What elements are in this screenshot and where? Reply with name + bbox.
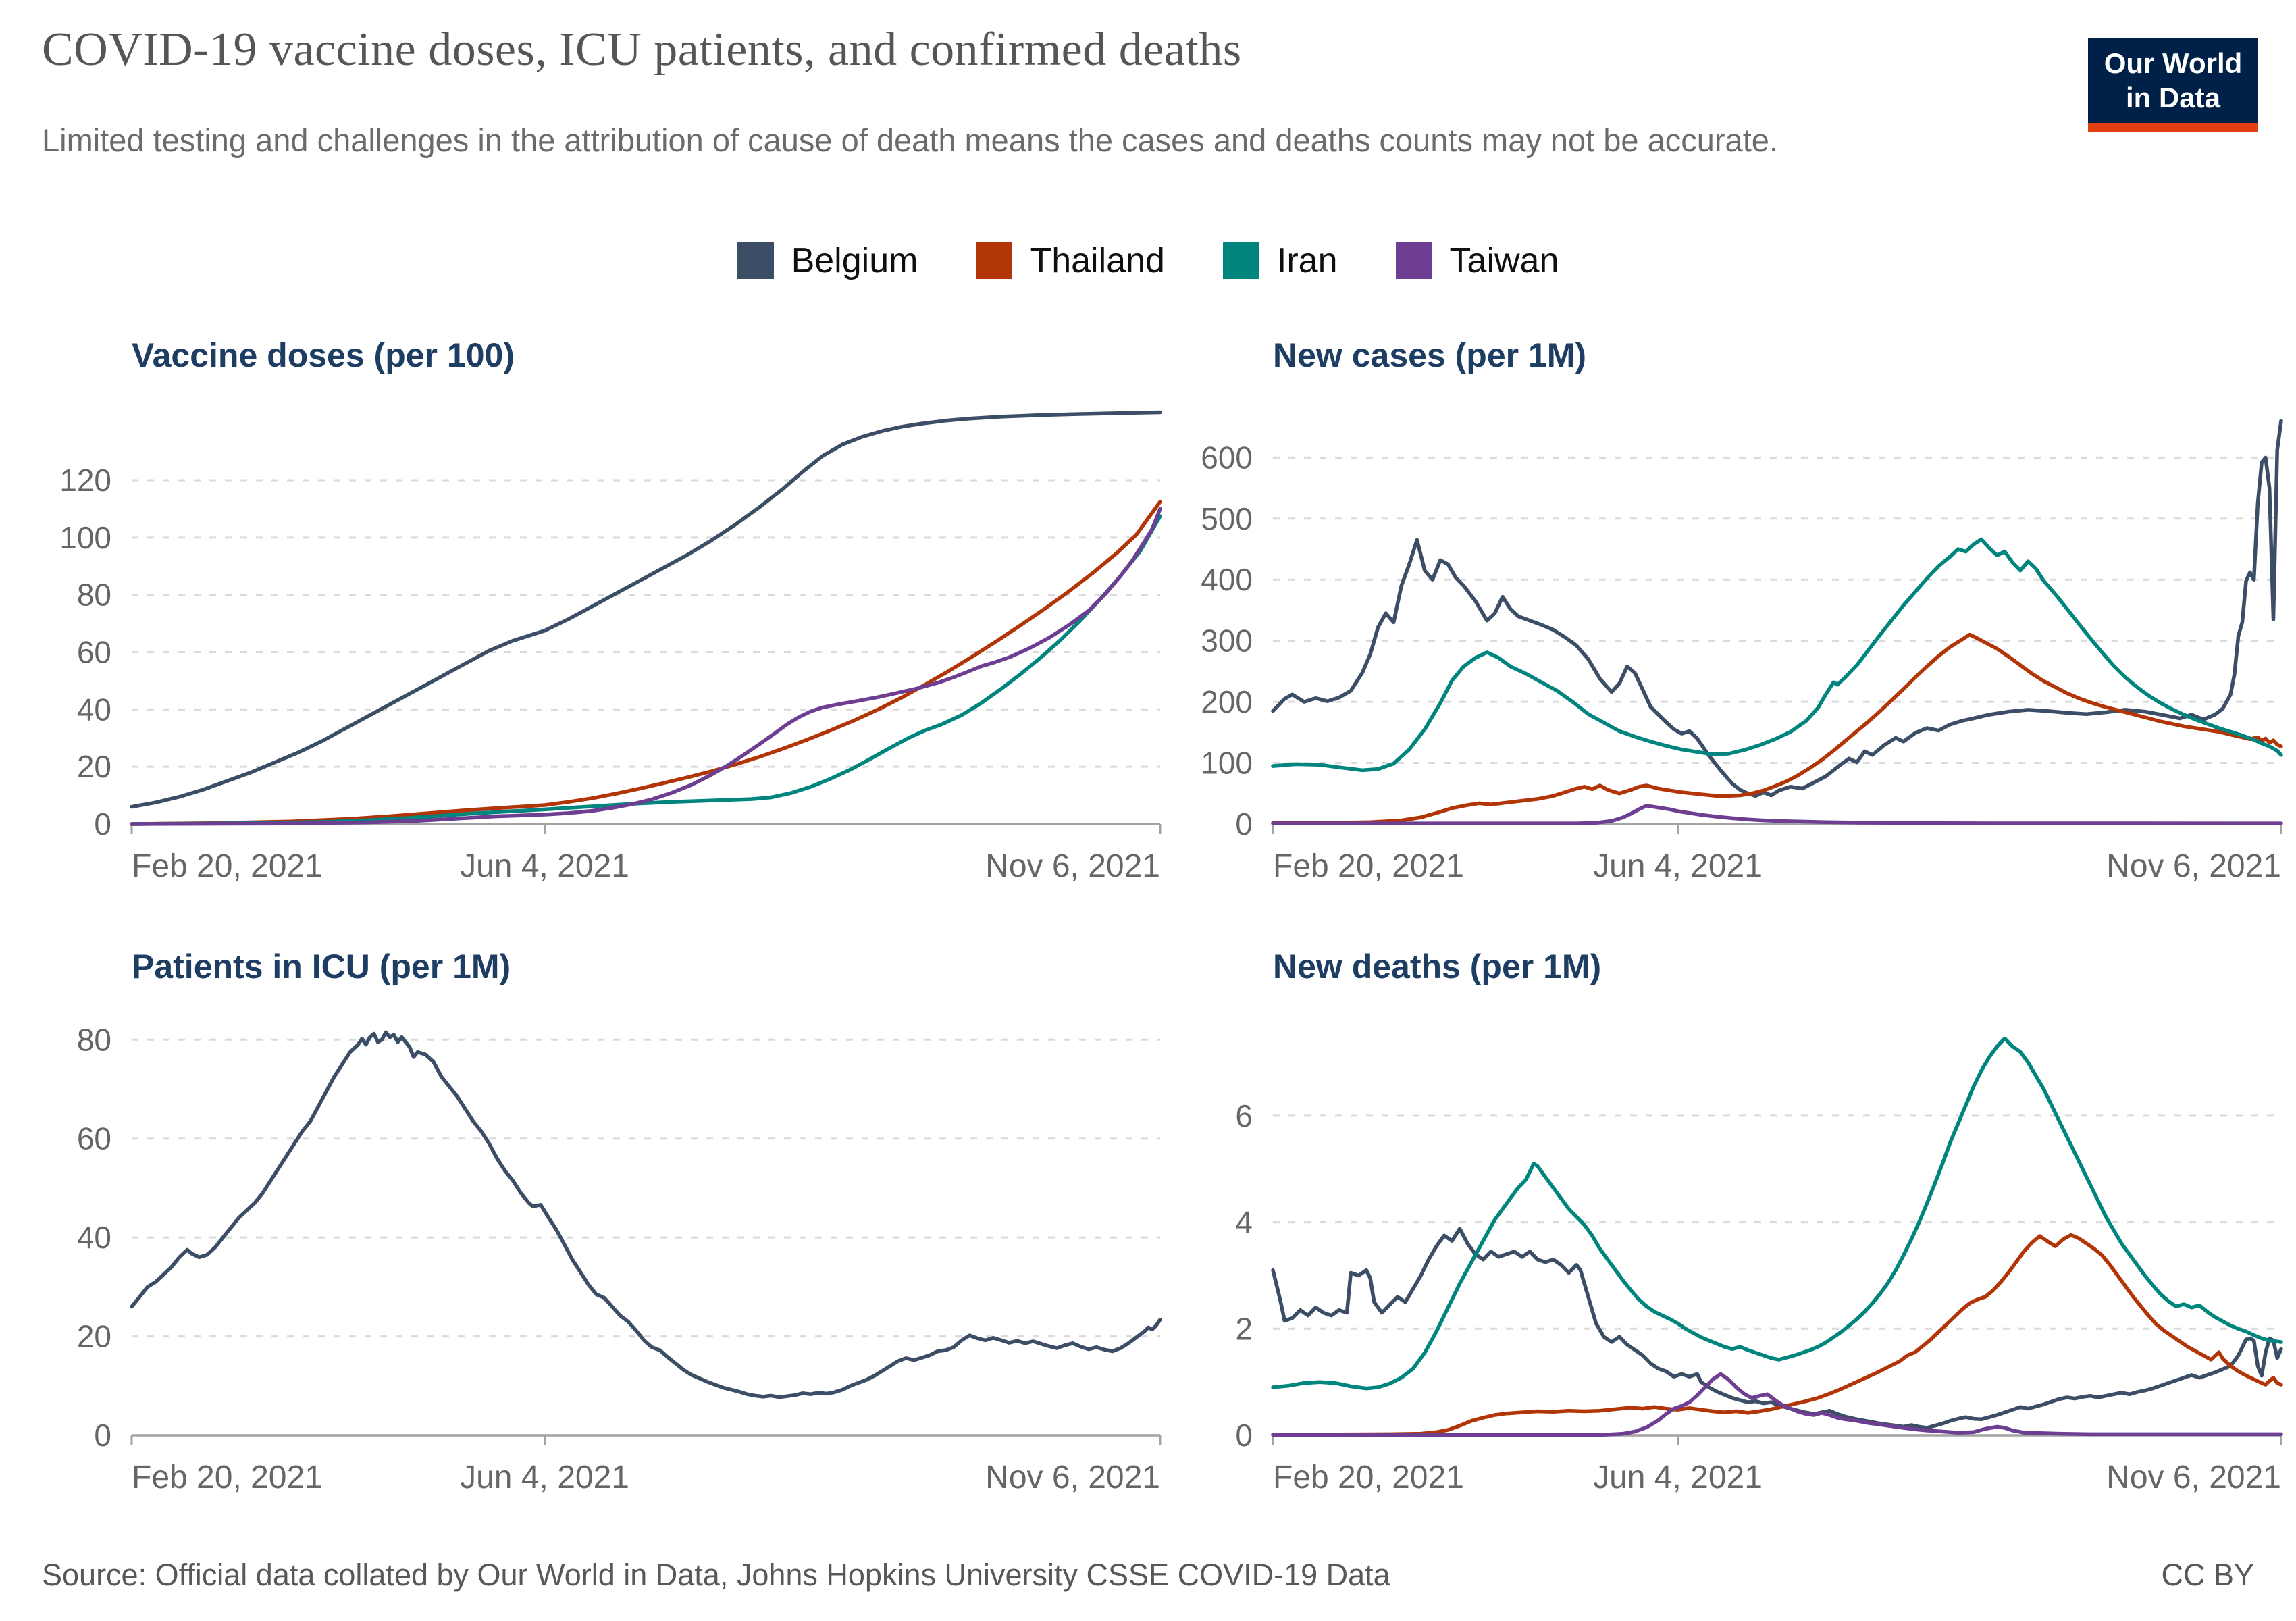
legend-label: Taiwan [1449,241,1559,280]
svg-text:Nov 6, 2021: Nov 6, 2021 [985,1460,1160,1495]
vaccine-doses-chart-card: Vaccine doses (per 100) 0 20 40 60 80 100 120 F… [59,307,1175,915]
svg-text:6: 6 [1235,1098,1253,1133]
new-cases-chart-card: New cases (per 1M) 0 100 200 300 400 500 600 Fe… [1201,307,2296,915]
svg-text:4: 4 [1235,1205,1253,1240]
icu-patients-chart-card: Patients in ICU (per 1M) 0 20 40 60 80 Feb 20… [68,919,1175,1526]
legend: Belgium Thailand Iran Taiwan [0,240,2296,281]
svg-text:120: 120 [59,463,111,498]
svg-text:600: 600 [1201,440,1253,475]
svg-text:100: 100 [1201,746,1253,781]
owid-logo[interactable]: Our World in Data [2088,38,2258,132]
footer: Source: Official data collated by Our Wo… [42,1558,2254,1593]
svg-text:40: 40 [77,1220,111,1255]
belgium-swatch [737,242,774,279]
icu-patients-chart: 0 20 40 60 80 Feb 20, 2021 Jun 4, 2021 Nov 6, 2… [77,1022,1162,1495]
page-subtitle: Limited testing and challenges in the at… [42,122,1778,158]
svg-text:300: 300 [1201,623,1253,659]
svg-text:200: 200 [1201,684,1253,719]
legend-label: Thailand [1030,241,1165,280]
svg-text:60: 60 [77,1121,111,1156]
chart-title-new-deaths: New deaths (per 1M) [1273,948,1602,985]
vaccine-doses-chart: 0 20 40 60 80 100 120 Feb 20, 2021 Jun 4, 2021 No… [59,410,1162,884]
chart-title-vaccine-doses: Vaccine doses (per 100) [132,336,515,374]
svg-text:60: 60 [77,635,111,670]
new-deaths-chart: 0 2 4 6 Feb 20, 2021 Jun 4, 2021 Nov 6, 2021 [1235,1036,2283,1495]
legend-item-thailand[interactable]: Thailand [976,240,1165,281]
svg-text:500: 500 [1201,501,1253,536]
svg-text:Nov 6, 2021: Nov 6, 2021 [2106,848,2281,884]
legend-item-iran[interactable]: Iran [1222,240,1338,281]
svg-text:Jun 4, 2021: Jun 4, 2021 [1593,1460,1763,1495]
source-note: Source: Official data collated by Our Wo… [42,1558,1390,1592]
owid-logo-line2: in Data [2125,82,2221,113]
svg-text:2: 2 [1235,1311,1253,1346]
svg-text:Jun 4, 2021: Jun 4, 2021 [460,848,629,884]
svg-text:40: 40 [77,692,111,727]
license-badge: CC BY [2161,1558,2254,1592]
thailand-swatch [976,242,1013,279]
svg-text:0: 0 [1235,806,1253,842]
svg-text:20: 20 [77,749,111,784]
svg-text:400: 400 [1201,562,1253,597]
chart-title-icu-patients: Patients in ICU (per 1M) [132,948,511,985]
legend-item-taiwan[interactable]: Taiwan [1395,240,1559,281]
page-title: COVID-19 vaccine doses, ICU patients, an… [42,24,1242,76]
taiwan-swatch [1395,242,1432,279]
svg-text:Feb 20, 2021: Feb 20, 2021 [132,1460,323,1495]
svg-text:100: 100 [59,520,111,555]
svg-text:Nov 6, 2021: Nov 6, 2021 [985,848,1160,884]
new-deaths-chart-card: New deaths (per 1M) 0 2 4 6 Feb 20, 2021 Jun … [1209,919,2296,1526]
svg-text:80: 80 [77,1022,111,1057]
svg-text:80: 80 [77,577,111,613]
legend-label: Belgium [791,241,918,280]
iran-swatch [1222,242,1259,279]
svg-text:0: 0 [1235,1418,1253,1453]
owid-logo-line1: Our World [2104,47,2243,79]
svg-text:Jun 4, 2021: Jun 4, 2021 [1593,848,1763,884]
svg-text:0: 0 [94,1418,111,1453]
legend-label: Iran [1276,241,1338,280]
new-cases-chart: 0 100 200 300 400 500 600 Feb 20, 2021 Jun 4, 20… [1201,419,2283,884]
chart-title-new-cases: New cases (per 1M) [1273,336,1587,374]
svg-text:Feb 20, 2021: Feb 20, 2021 [1273,1460,1464,1495]
svg-text:Nov 6, 2021: Nov 6, 2021 [2106,1460,2281,1495]
legend-item-belgium[interactable]: Belgium [737,240,918,281]
svg-text:0: 0 [94,806,111,842]
svg-text:Feb 20, 2021: Feb 20, 2021 [1273,848,1464,884]
svg-text:Jun 4, 2021: Jun 4, 2021 [460,1460,629,1495]
svg-text:20: 20 [77,1319,111,1354]
svg-text:Feb 20, 2021: Feb 20, 2021 [132,848,323,884]
